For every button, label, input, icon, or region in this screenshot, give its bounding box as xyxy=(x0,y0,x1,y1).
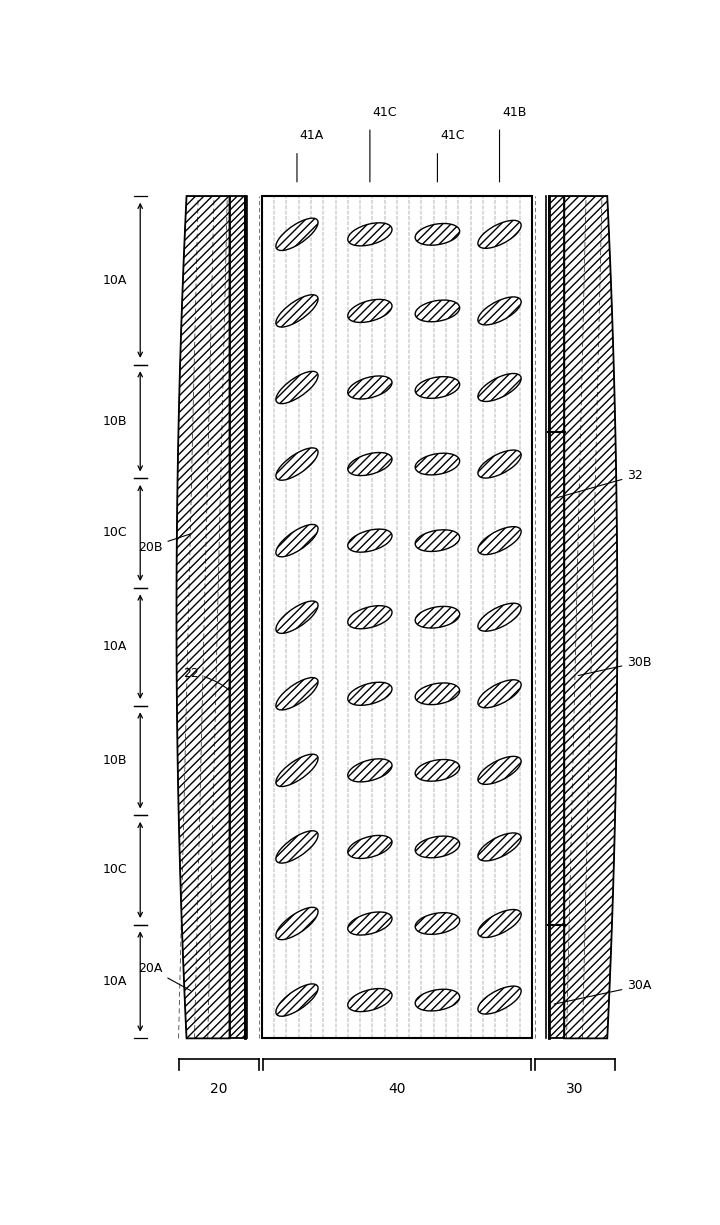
Polygon shape xyxy=(176,196,230,1039)
Text: 41C: 41C xyxy=(373,105,397,119)
Text: 20B: 20B xyxy=(138,534,191,554)
Ellipse shape xyxy=(276,755,318,786)
Ellipse shape xyxy=(276,218,318,250)
Ellipse shape xyxy=(415,606,459,628)
Ellipse shape xyxy=(276,601,318,633)
Ellipse shape xyxy=(415,837,459,858)
Ellipse shape xyxy=(478,527,521,555)
Text: 10A: 10A xyxy=(103,641,127,653)
Ellipse shape xyxy=(415,300,459,322)
Text: 32: 32 xyxy=(554,469,643,499)
Ellipse shape xyxy=(276,984,318,1017)
Text: 30B: 30B xyxy=(578,655,652,675)
Ellipse shape xyxy=(276,295,318,327)
Ellipse shape xyxy=(415,913,459,935)
Bar xyxy=(230,196,245,1039)
Ellipse shape xyxy=(478,296,521,325)
Ellipse shape xyxy=(276,524,318,557)
Text: 10A: 10A xyxy=(103,273,127,287)
Ellipse shape xyxy=(348,835,392,859)
Ellipse shape xyxy=(348,605,392,628)
Bar xyxy=(549,196,564,1039)
Text: 10A: 10A xyxy=(103,975,127,989)
Ellipse shape xyxy=(415,529,459,551)
Ellipse shape xyxy=(348,989,392,1012)
Bar xyxy=(230,196,245,1039)
Ellipse shape xyxy=(276,908,318,940)
Ellipse shape xyxy=(348,376,392,399)
Text: 22: 22 xyxy=(183,668,230,691)
Bar xyxy=(549,196,564,1039)
Ellipse shape xyxy=(348,452,392,475)
Ellipse shape xyxy=(478,756,521,784)
Text: 10C: 10C xyxy=(103,864,127,876)
Ellipse shape xyxy=(276,448,318,480)
Ellipse shape xyxy=(415,376,459,398)
Ellipse shape xyxy=(415,223,459,245)
Text: 10B: 10B xyxy=(103,753,127,767)
Ellipse shape xyxy=(478,833,521,861)
Ellipse shape xyxy=(478,450,521,478)
Polygon shape xyxy=(564,196,617,1039)
Ellipse shape xyxy=(478,680,521,708)
Ellipse shape xyxy=(348,758,392,782)
Ellipse shape xyxy=(276,831,318,864)
Text: 30A: 30A xyxy=(554,979,652,1004)
Ellipse shape xyxy=(348,223,392,246)
Ellipse shape xyxy=(415,453,459,475)
Ellipse shape xyxy=(348,911,392,935)
Text: 30: 30 xyxy=(566,1082,583,1095)
Bar xyxy=(262,196,532,1039)
Ellipse shape xyxy=(415,760,459,782)
Ellipse shape xyxy=(478,374,521,402)
Ellipse shape xyxy=(415,684,459,704)
Text: 10B: 10B xyxy=(103,415,127,428)
Text: 41C: 41C xyxy=(440,130,464,142)
Text: 20: 20 xyxy=(210,1082,228,1095)
Text: 20A: 20A xyxy=(138,962,191,991)
Ellipse shape xyxy=(478,909,521,937)
Ellipse shape xyxy=(415,990,459,1011)
Ellipse shape xyxy=(348,299,392,322)
Ellipse shape xyxy=(478,220,521,249)
Text: 41B: 41B xyxy=(503,105,527,119)
Ellipse shape xyxy=(478,986,521,1014)
Ellipse shape xyxy=(276,677,318,710)
Ellipse shape xyxy=(276,371,318,404)
Ellipse shape xyxy=(478,603,521,631)
Ellipse shape xyxy=(348,529,392,552)
Text: 10C: 10C xyxy=(103,527,127,539)
Text: 41A: 41A xyxy=(300,130,324,142)
Ellipse shape xyxy=(348,682,392,706)
Text: 40: 40 xyxy=(388,1082,405,1095)
